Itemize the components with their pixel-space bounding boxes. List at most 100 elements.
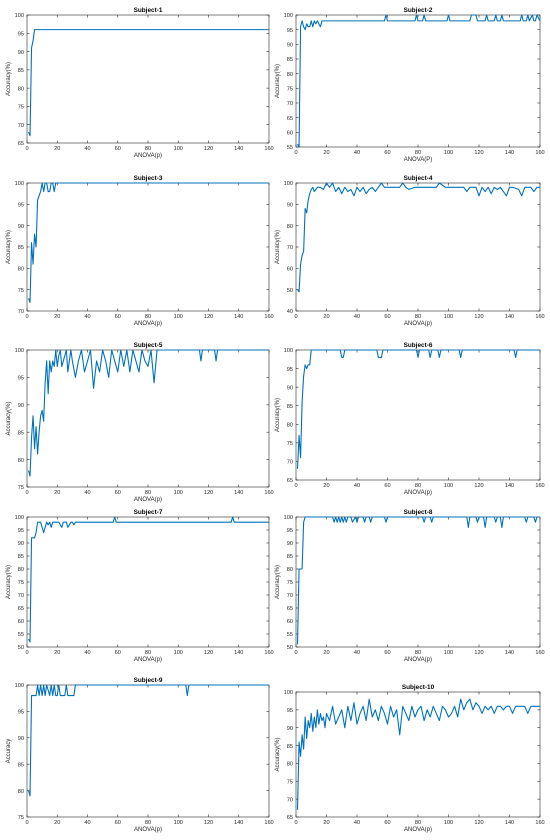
x-tick-label: 80 (145, 650, 151, 656)
y-tick-label: 70 (18, 309, 24, 315)
y-tick-label: 75 (287, 779, 293, 785)
y-tick-label: 60 (287, 267, 293, 273)
x-tick-label: 20 (323, 483, 329, 489)
series-line (27, 684, 269, 797)
y-tick-label: 95 (18, 528, 24, 534)
x-tick-label: 20 (54, 820, 60, 826)
y-tick-label: 100 (284, 515, 293, 521)
x-axis-label: ANOVA(p) (134, 153, 162, 159)
chart-panel-2: 55 60 65 70 75 80 85 90 95 100 0 20 40 60 80 100 120 140 1… (275, 7, 545, 163)
x-tick-label: 60 (384, 820, 390, 826)
x-tick-label: 140 (505, 314, 514, 320)
y-tick-label: 65 (287, 116, 293, 122)
series-line (297, 182, 540, 293)
y-tick-label: 70 (287, 593, 293, 599)
y-tick-label: 90 (18, 736, 24, 742)
x-tick-label: 60 (115, 314, 121, 320)
x-tick-label: 0 (25, 146, 28, 152)
x-axis-label: ANOVA(p) (134, 321, 162, 327)
y-tick-label: 100 (15, 181, 24, 187)
x-tick-label: 120 (474, 650, 483, 656)
x-tick-label: 40 (354, 820, 360, 826)
x-tick-label: 120 (204, 820, 213, 826)
y-axis-label: Accuracy(%) (6, 401, 12, 435)
y-tick-label: 80 (287, 762, 293, 768)
y-tick-label: 75 (18, 485, 24, 491)
y-tick-label: 85 (287, 57, 293, 63)
y-tick-label: 100 (284, 181, 293, 187)
x-tick-label: 40 (84, 490, 90, 496)
x-tick-label: 160 (535, 150, 544, 156)
x-tick-label: 20 (323, 650, 329, 656)
y-tick-label: 90 (287, 385, 293, 391)
y-tick-label: 90 (18, 224, 24, 230)
x-tick-label: 60 (115, 490, 121, 496)
y-tick-label: 80 (18, 567, 24, 573)
x-tick-label: 100 (444, 650, 453, 656)
y-tick-label: 85 (18, 245, 24, 251)
x-tick-label: 80 (415, 483, 421, 489)
y-tick-label: 55 (18, 632, 24, 638)
x-tick-label: 80 (145, 490, 151, 496)
x-tick-label: 40 (84, 820, 90, 826)
x-tick-label: 120 (204, 146, 213, 152)
y-tick-label: 95 (287, 28, 293, 34)
x-tick-label: 0 (294, 650, 297, 656)
chart-panel-5: 75 80 85 90 95 100 0 20 40 60 80 100 120 140 160 Subjec… (6, 342, 274, 503)
y-tick-label: 85 (287, 404, 293, 410)
plot-area (295, 14, 541, 148)
plot-area (26, 349, 270, 488)
y-tick-label: 60 (18, 619, 24, 625)
x-tick-label: 100 (174, 820, 183, 826)
y-tick-label: 75 (18, 815, 24, 821)
y-tick-label: 70 (18, 593, 24, 599)
y-tick-label: 75 (287, 87, 293, 93)
series-line (297, 14, 541, 148)
chart-panel-4: 40 50 60 70 80 90 100 0 20 40 60 80 100 120 140 160 Subj… (275, 175, 545, 327)
y-tick-label: 100 (284, 690, 293, 696)
x-tick-label: 0 (294, 483, 297, 489)
chart-title: Subject-10 (402, 684, 435, 691)
x-tick-label: 100 (174, 490, 183, 496)
x-tick-label: 20 (54, 314, 60, 320)
y-tick-label: 80 (18, 458, 24, 464)
x-tick-label: 0 (294, 314, 297, 320)
y-tick-label: 65 (287, 815, 293, 821)
series-line (28, 29, 269, 137)
y-tick-label: 65 (18, 141, 24, 147)
y-tick-label: 95 (18, 31, 24, 37)
y-axis-label: Accuracy(%) (275, 737, 281, 771)
x-tick-label: 100 (444, 483, 453, 489)
x-tick-label: 140 (234, 314, 243, 320)
x-axis-label: ANOVA(p) (404, 321, 432, 327)
x-tick-label: 140 (234, 650, 243, 656)
plot-area (26, 684, 270, 818)
y-tick-label: 90 (287, 203, 293, 209)
y-axis-label: Accuracy(%) (6, 62, 12, 96)
chart-title: Subject-8 (404, 509, 433, 516)
plot-area (295, 516, 541, 648)
y-tick-label: 100 (284, 13, 293, 19)
y-tick-label: 85 (18, 68, 24, 74)
y-tick-label: 90 (287, 43, 293, 49)
y-tick-label: 95 (18, 203, 24, 209)
y-tick-label: 95 (287, 367, 293, 373)
chart-panel-9: 75 80 85 90 95 100 0 20 40 60 80 100 120 140 160 Subjec… (6, 677, 274, 833)
series-line (296, 698, 540, 810)
x-tick-label: 140 (234, 820, 243, 826)
x-tick-label: 120 (474, 820, 483, 826)
chart-panel-1: 65 70 75 80 85 90 95 100 0 20 40 60 80 100 120 140 160 Su… (6, 7, 274, 159)
y-tick-label: 80 (287, 224, 293, 230)
series-line (296, 349, 540, 469)
x-tick-label: 160 (264, 314, 273, 320)
y-axis-label: Accuracy (6, 739, 12, 764)
x-tick-label: 140 (505, 483, 514, 489)
y-axis-label: Accuracy(%) (275, 230, 281, 264)
y-tick-label: 80 (287, 72, 293, 78)
y-tick-label: 70 (287, 245, 293, 251)
y-tick-label: 90 (18, 403, 24, 409)
x-tick-label: 140 (505, 650, 514, 656)
plot-area (26, 182, 270, 312)
x-tick-label: 80 (415, 820, 421, 826)
